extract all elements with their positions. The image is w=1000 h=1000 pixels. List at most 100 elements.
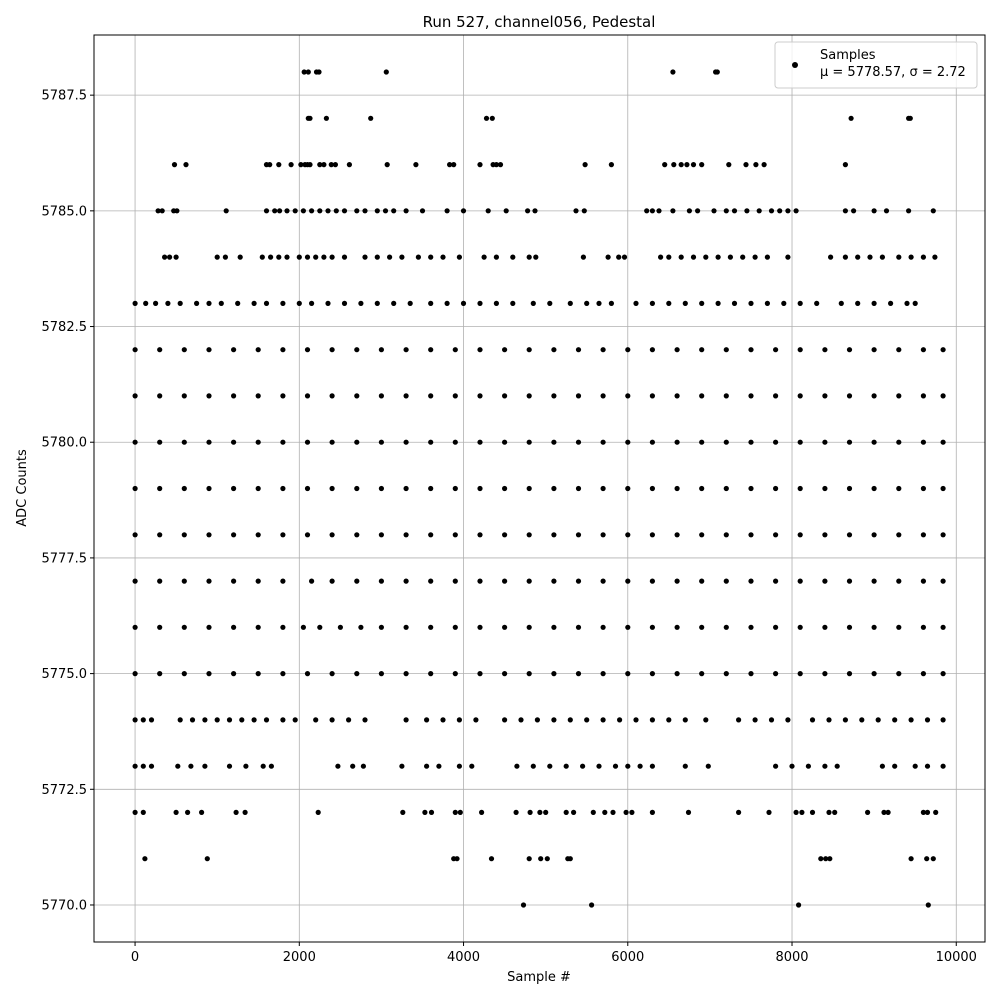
data-point [424,717,430,723]
data-point [699,300,705,306]
data-point [304,485,311,492]
data-point [374,208,380,214]
data-point [403,624,409,630]
x-tick-label: 2000 [283,950,316,965]
data-point [773,485,779,492]
data-point [231,393,237,399]
data-point [705,763,711,769]
data-point [773,439,779,445]
data-point [846,347,853,353]
data-point [346,717,352,723]
data-point [797,439,803,445]
data-point [649,578,656,584]
data-point [321,162,327,168]
data-point [848,115,854,121]
data-point [828,254,834,260]
data-point [415,254,421,260]
data-point [896,393,902,399]
data-point [316,69,322,75]
data-point [666,300,672,306]
data-point [424,763,430,769]
data-point [699,671,705,677]
data-point [649,624,656,630]
data-point [563,809,569,816]
data-point [157,578,163,584]
data-point [456,254,462,260]
data-point [280,532,286,538]
data-point [384,162,390,168]
data-point [896,671,902,677]
data-point [748,485,754,492]
data-point [699,532,705,538]
data-point [177,300,183,306]
data-point [403,532,409,538]
data-point [940,347,946,353]
data-point [526,347,532,353]
data-point [904,300,910,306]
data-point [527,809,533,816]
data-point [773,671,779,677]
data-point [329,671,335,677]
data-point [547,300,553,306]
data-point [846,532,853,538]
data-point [731,208,738,214]
data-point [883,208,890,214]
data-point [649,300,656,306]
data-point [530,763,536,769]
data-point [912,300,918,306]
data-point [132,578,138,584]
data-point [298,162,304,168]
data-point [656,208,662,214]
data-point [633,717,639,723]
data-point [284,254,290,260]
data-point [206,347,212,353]
data-point [764,300,771,306]
data-point [148,763,155,769]
data-point [313,717,319,723]
data-point [822,439,828,445]
chart-title: Run 527, channel056, Pedestal [423,13,656,31]
data-point [142,856,148,862]
data-point [678,162,684,168]
data-point [502,578,508,584]
data-point [362,254,368,260]
data-point [822,347,828,353]
data-point [226,717,233,723]
data-point [600,717,606,723]
data-point [920,578,927,584]
data-point [181,671,187,677]
data-point [428,300,434,306]
data-point [842,208,849,214]
data-point [575,671,582,677]
data-point [329,485,335,492]
data-point [711,208,717,214]
data-point [280,624,286,630]
data-point [157,532,163,538]
data-point [157,671,163,677]
data-point [625,763,631,769]
data-point [625,532,631,538]
data-point [896,439,902,445]
data-point [488,856,495,862]
data-point [649,671,656,677]
data-point [362,208,368,214]
data-point [155,208,161,214]
data-point [940,763,946,769]
data-point [563,763,569,769]
data-point [267,162,273,168]
data-point [797,347,803,353]
data-point [323,115,329,121]
data-point [148,717,155,723]
data-point [360,763,366,769]
data-point [871,300,877,306]
data-point [617,717,623,723]
data-point [896,254,902,260]
data-point [403,347,409,353]
data-point [132,809,138,816]
data-point [822,532,828,538]
data-point [341,254,348,260]
data-point [600,347,606,353]
data-point [748,393,754,399]
data-point [428,532,434,538]
data-point [313,254,319,260]
